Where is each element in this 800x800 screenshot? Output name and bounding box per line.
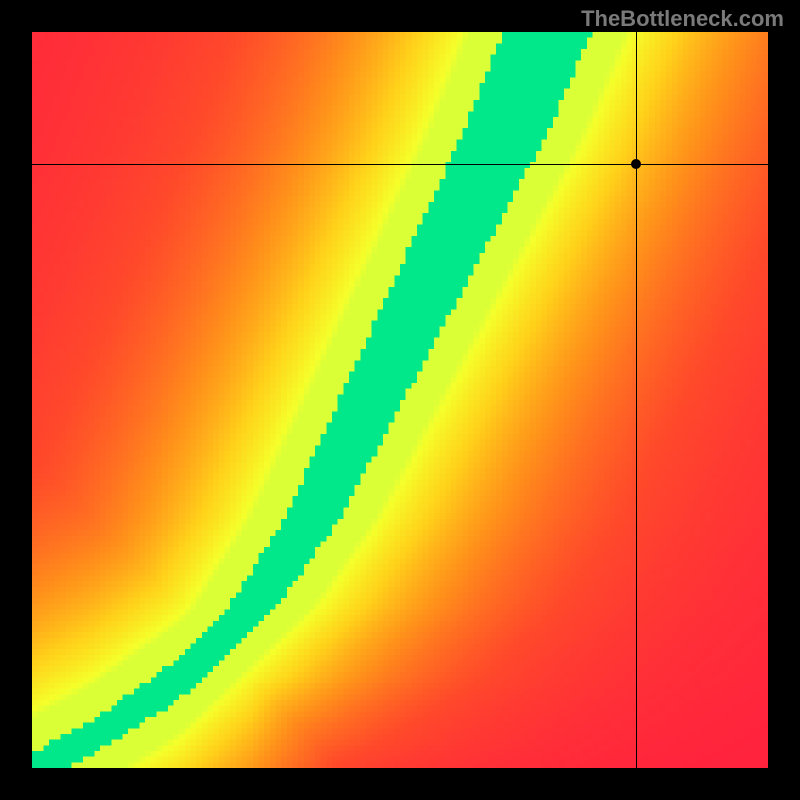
heatmap-canvas xyxy=(32,32,768,768)
crosshair-horizontal xyxy=(32,164,768,165)
crosshair-vertical xyxy=(636,32,637,768)
intersection-marker xyxy=(631,159,641,169)
watermark-text: TheBottleneck.com xyxy=(581,6,784,32)
heatmap-plot xyxy=(32,32,768,768)
